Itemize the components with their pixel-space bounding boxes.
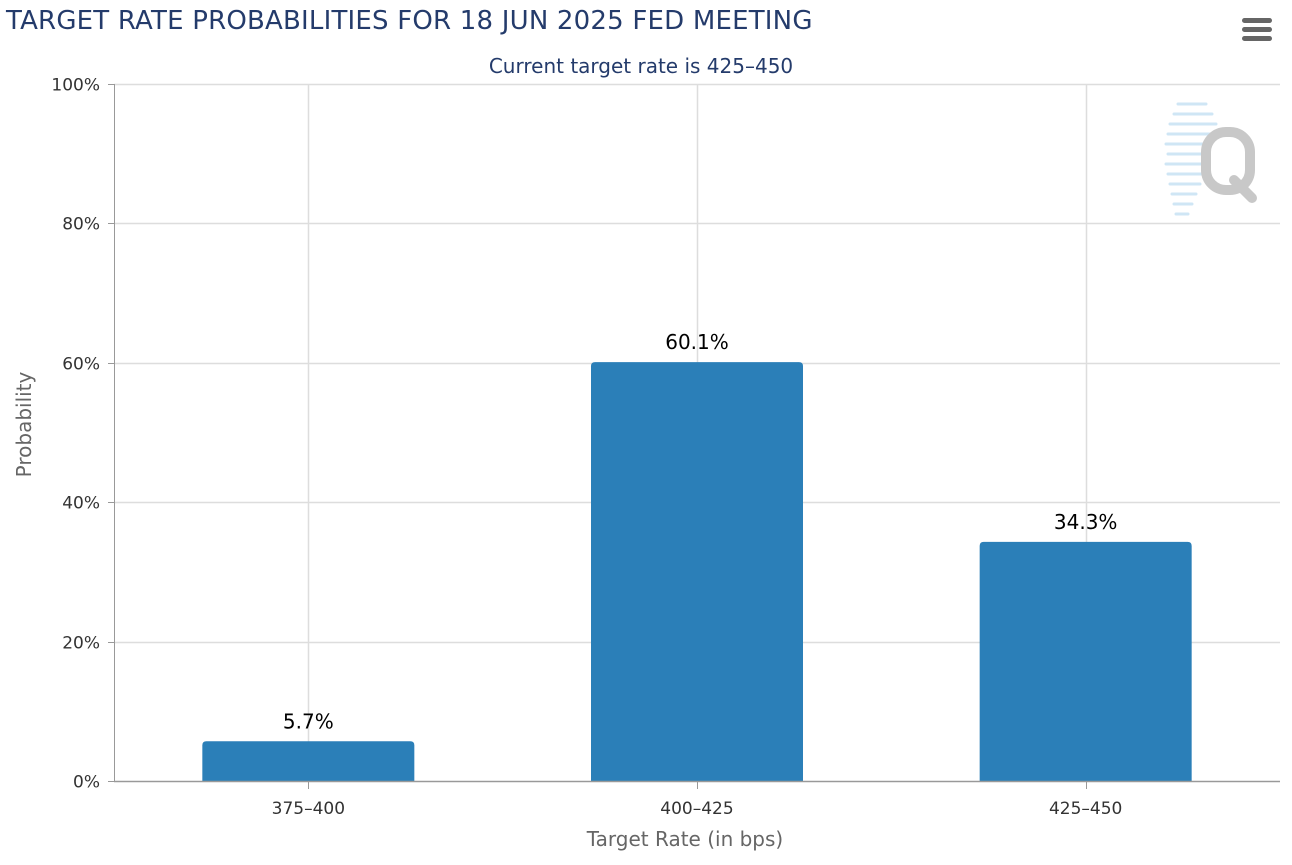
watermark-q-ring <box>1201 127 1255 195</box>
y-tick-label: 40% <box>62 494 100 514</box>
y-tick-label: 100% <box>51 76 100 96</box>
hamburger-menu-icon[interactable] <box>1236 14 1276 46</box>
data-label: 5.7% <box>283 709 334 733</box>
menu-bar-bottom <box>1242 36 1272 41</box>
chart-subtitle: Current target rate is 425–450 <box>488 54 794 78</box>
chart-title: TARGET RATE PROBABILITIES FOR 18 JUN 202… <box>6 6 813 36</box>
data-label: 60.1% <box>665 330 729 354</box>
menu-bar-middle <box>1242 27 1272 32</box>
bar[interactable] <box>202 741 415 781</box>
watermark-q-tail <box>1229 175 1257 203</box>
bars-layer <box>202 362 1192 781</box>
bar[interactable] <box>591 362 803 781</box>
x-tick-label: 425–450 <box>1049 799 1122 819</box>
x-axis-title: Target Rate (in bps) <box>586 827 783 851</box>
axis-layer <box>108 84 1280 789</box>
y-tick-label: 20% <box>62 634 100 654</box>
data-label: 34.3% <box>1054 510 1118 534</box>
y-tick-label: 0% <box>73 773 100 793</box>
y-tick-label: 80% <box>62 215 100 235</box>
y-axis-title: Probability <box>12 371 36 477</box>
bar[interactable] <box>979 541 1192 781</box>
x-tick-label: 375–400 <box>272 799 345 819</box>
q-logo-icon <box>1164 102 1257 216</box>
x-tick-label: 400–425 <box>660 799 733 819</box>
menu-bar-top <box>1242 18 1272 23</box>
labels-layer: 0% 20% 40% 60% 80% 100% 5.7% 375–400 60.1% 400–42… <box>12 76 1122 852</box>
y-tick-label: 60% <box>62 355 100 375</box>
